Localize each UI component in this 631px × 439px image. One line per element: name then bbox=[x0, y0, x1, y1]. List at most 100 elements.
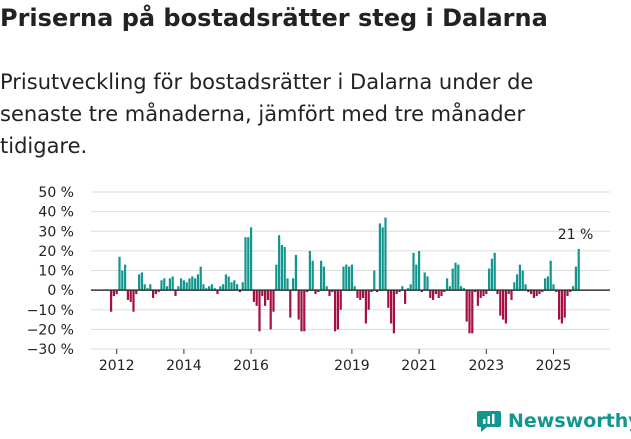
bar bbox=[266, 290, 269, 300]
bar bbox=[443, 290, 446, 293]
bar bbox=[468, 290, 471, 334]
bar bbox=[308, 250, 311, 291]
bar bbox=[336, 290, 339, 330]
bar bbox=[188, 278, 191, 291]
bars bbox=[110, 217, 580, 334]
bar bbox=[272, 290, 275, 312]
bar bbox=[362, 290, 365, 298]
bar bbox=[404, 290, 407, 304]
bar-chart: −30 % −20 % −10 % 0 % 10 % 20 % 30 % 40 % 50 % 2… bbox=[27, 185, 610, 370]
bar bbox=[339, 290, 342, 310]
bar bbox=[462, 288, 465, 291]
bar bbox=[118, 256, 121, 291]
bar bbox=[152, 290, 155, 298]
bar bbox=[429, 290, 432, 298]
bar bbox=[297, 290, 300, 320]
bar bbox=[238, 290, 241, 293]
bar bbox=[555, 290, 558, 293]
bar bbox=[255, 290, 258, 306]
bar bbox=[378, 223, 381, 291]
bar bbox=[146, 288, 149, 291]
y-tick-label: 30 % bbox=[38, 224, 74, 240]
x-tick-label: 2012 bbox=[99, 358, 135, 370]
bar bbox=[121, 270, 124, 291]
bar bbox=[563, 290, 566, 318]
y-tick-label: 50 % bbox=[38, 185, 74, 201]
bar bbox=[252, 290, 255, 302]
bar bbox=[143, 284, 146, 291]
bar bbox=[401, 286, 404, 291]
bar bbox=[392, 290, 395, 334]
x-axis-ticks: 2012 2014 2016 2019 2021 2023 2025 bbox=[99, 349, 571, 370]
y-tick-label: 40 % bbox=[38, 205, 74, 221]
x-tick-label: 2025 bbox=[536, 358, 572, 370]
bar bbox=[418, 250, 421, 291]
bar bbox=[171, 276, 174, 291]
bar bbox=[359, 290, 362, 300]
bar bbox=[541, 290, 544, 293]
bar bbox=[356, 290, 359, 298]
y-tick-label: −10 % bbox=[27, 303, 74, 319]
bar bbox=[482, 290, 485, 297]
bar bbox=[376, 290, 379, 293]
bar bbox=[244, 237, 247, 291]
bar bbox=[353, 286, 356, 291]
bar bbox=[300, 290, 303, 332]
bar bbox=[387, 290, 390, 308]
bar bbox=[280, 244, 283, 291]
bar bbox=[345, 264, 348, 291]
bar bbox=[440, 290, 443, 297]
bar bbox=[434, 290, 437, 295]
bar bbox=[132, 290, 135, 312]
brand-name: Newsworthy bbox=[508, 410, 631, 432]
bar bbox=[194, 278, 197, 291]
bar bbox=[490, 258, 493, 291]
bar bbox=[110, 290, 113, 312]
bar bbox=[446, 278, 449, 291]
bar bbox=[115, 290, 118, 295]
bar bbox=[558, 290, 561, 320]
bar bbox=[227, 276, 230, 291]
bar bbox=[465, 290, 468, 322]
bar bbox=[306, 290, 309, 293]
bar bbox=[126, 290, 129, 300]
bar bbox=[264, 290, 267, 306]
bar bbox=[552, 284, 555, 291]
bar bbox=[420, 290, 423, 293]
bar bbox=[258, 290, 261, 332]
bar bbox=[140, 272, 143, 291]
bar bbox=[177, 286, 180, 291]
bar bbox=[348, 266, 351, 291]
y-tick-label: 0 % bbox=[47, 283, 74, 299]
bar bbox=[180, 278, 183, 291]
chart-title: Priserna på bostadsrätter steg i Dalarna bbox=[0, 4, 548, 32]
x-tick-label: 2023 bbox=[468, 358, 504, 370]
bar bbox=[460, 286, 463, 291]
bar bbox=[479, 290, 482, 298]
bar bbox=[331, 290, 334, 293]
x-tick-label: 2021 bbox=[401, 358, 437, 370]
bar bbox=[233, 280, 236, 291]
bar bbox=[471, 290, 474, 334]
bar bbox=[182, 280, 185, 291]
bar bbox=[325, 286, 328, 291]
bar bbox=[129, 290, 132, 302]
bar bbox=[496, 290, 499, 295]
bar bbox=[213, 288, 216, 291]
bar bbox=[196, 274, 199, 291]
bar bbox=[451, 268, 454, 291]
y-tick-label: −30 % bbox=[27, 342, 74, 358]
bar bbox=[124, 264, 127, 291]
newsworthy-icon bbox=[477, 411, 501, 432]
bar bbox=[191, 276, 194, 291]
bar bbox=[334, 290, 337, 332]
x-tick-label: 2016 bbox=[233, 358, 269, 370]
bar bbox=[549, 260, 552, 291]
bar bbox=[230, 282, 233, 291]
bar bbox=[527, 290, 530, 293]
bar bbox=[384, 217, 387, 291]
bar bbox=[412, 252, 415, 291]
newsworthy-logo: Newsworthy bbox=[476, 408, 631, 434]
bar bbox=[219, 286, 222, 291]
bar bbox=[168, 278, 171, 291]
